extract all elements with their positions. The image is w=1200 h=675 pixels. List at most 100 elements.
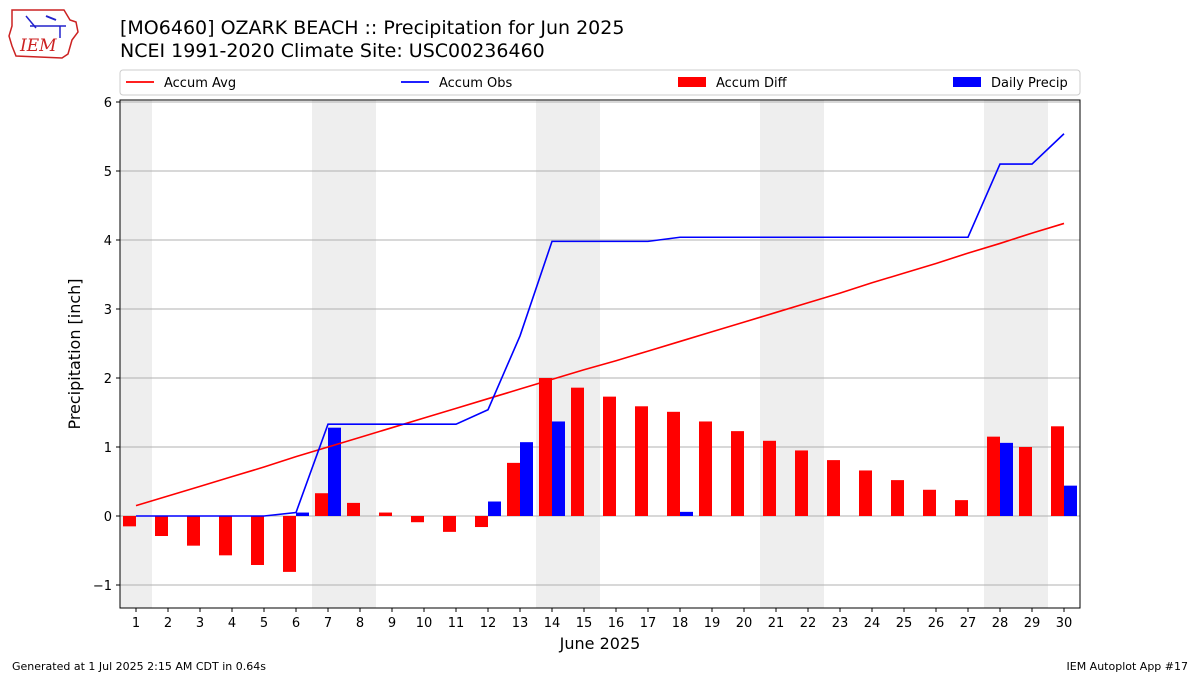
- weekend-band: [312, 100, 344, 608]
- chart-subtitle: NCEI 1991-2020 Climate Site: USC00236460: [120, 40, 545, 62]
- chart-title: [MO6460] OZARK BEACH :: Precipitation fo…: [120, 17, 625, 39]
- logo-text: IEM: [19, 36, 57, 56]
- accum-diff-bar: [219, 516, 232, 556]
- accum-diff-bar: [763, 440, 776, 516]
- weekend-band: [344, 100, 376, 608]
- y-tick-label: 5: [104, 165, 112, 180]
- x-tick-label: 15: [576, 616, 593, 631]
- accum-diff-bar: [1019, 447, 1032, 516]
- x-tick-label: 8: [356, 616, 364, 631]
- legend-daily-precip: Daily Precip: [991, 76, 1068, 91]
- x-tick-label: 21: [768, 616, 785, 631]
- app-note: IEM Autoplot App #17: [1066, 660, 1189, 673]
- accum-diff-bar: [315, 493, 328, 516]
- weekend-band: [536, 100, 568, 608]
- x-tick-label: 23: [832, 616, 849, 631]
- x-tick-label: 20: [736, 616, 753, 631]
- legend-accum-diff: Accum Diff: [716, 76, 788, 91]
- y-tick-label: 6: [104, 96, 112, 111]
- legend-accum-obs: Accum Obs: [439, 76, 512, 91]
- accum-diff-bar: [123, 516, 136, 527]
- y-axis-label: Precipitation [inch]: [65, 278, 84, 429]
- daily-precip-bar: [488, 501, 501, 516]
- x-tick-label: 10: [416, 616, 433, 631]
- x-tick-label: 22: [800, 616, 817, 631]
- daily-precip-bar: [680, 511, 693, 516]
- x-tick-label: 6: [292, 616, 300, 631]
- x-tick-label: 2: [164, 616, 172, 631]
- x-axis-label: June 2025: [559, 634, 641, 653]
- y-tick-label: 4: [104, 234, 112, 249]
- x-tick-label: 3: [196, 616, 204, 631]
- legend-box: [119, 69, 1081, 96]
- accum-avg-line: [135, 222, 1065, 507]
- accum-diff-bar: [347, 502, 360, 516]
- accum-diff-bar: [155, 516, 168, 537]
- y-tick-label: 1: [104, 441, 112, 456]
- x-tick-label: 7: [324, 616, 332, 631]
- weekend-band: [568, 100, 600, 608]
- accum-diff-bar: [955, 500, 968, 516]
- x-tick-label: 1: [132, 616, 140, 631]
- accum-diff-bar: [731, 431, 744, 516]
- y-tick-label: 0: [104, 510, 112, 525]
- x-tick-label: 19: [704, 616, 721, 631]
- accum-diff-bar: [443, 516, 456, 532]
- x-tick-label: 4: [228, 616, 236, 631]
- weekend-band: [120, 100, 152, 608]
- weekend-band: [1016, 100, 1048, 608]
- daily-precip-bar: [296, 512, 309, 516]
- x-tick-label: 29: [1024, 616, 1041, 631]
- weekend-band: [760, 100, 792, 608]
- x-tick-label: 9: [388, 616, 396, 631]
- x-tick-label: 17: [640, 616, 657, 631]
- generated-note: Generated at 1 Jul 2025 2:15 AM CDT in 0…: [12, 660, 266, 673]
- legend-daily-precip-marker: [953, 77, 981, 87]
- iem-logo: IEM: [8, 9, 79, 59]
- y-tick-label: 3: [104, 303, 112, 318]
- x-tick-label: 11: [448, 616, 465, 631]
- accum-diff-bar: [539, 378, 552, 516]
- accum-diff-bar: [923, 489, 936, 516]
- accum-diff-bar: [827, 460, 840, 516]
- weekend-band: [792, 100, 824, 608]
- daily-precip-bar: [1000, 442, 1013, 516]
- x-tick-label: 5: [260, 616, 268, 631]
- daily-precip-bar: [1064, 485, 1077, 516]
- accum-diff-bar: [891, 480, 904, 516]
- x-tick-label: 18: [672, 616, 689, 631]
- accum-diff-bar: [635, 406, 648, 516]
- accum-diff-bar: [859, 470, 872, 516]
- accum-obs-line: [136, 133, 1065, 517]
- x-tick-label: 30: [1056, 616, 1073, 631]
- x-tick-label: 14: [544, 616, 561, 631]
- daily-precip-bar: [520, 442, 533, 516]
- accum-diff-bar: [283, 516, 296, 572]
- x-tick-label: 12: [480, 616, 497, 631]
- legend-accum-diff-marker: [678, 77, 706, 87]
- x-tick-label: 25: [896, 616, 913, 631]
- accum-diff-bar: [379, 512, 392, 516]
- accum-diff-bar: [507, 462, 520, 516]
- accum-diff-bar: [571, 387, 584, 516]
- accum-diff-bar: [187, 516, 200, 546]
- weekend-band: [984, 100, 1016, 608]
- legend-accum-avg: Accum Avg: [164, 76, 236, 91]
- plot-frame: [119, 99, 1081, 609]
- accum-diff-bar: [475, 516, 488, 528]
- accum-diff-bar: [411, 516, 424, 523]
- x-tick-label: 28: [992, 616, 1009, 631]
- x-tick-label: 13: [512, 616, 529, 631]
- x-tick-label: 26: [928, 616, 945, 631]
- accum-diff-bar: [795, 450, 808, 516]
- daily-precip-bar: [552, 421, 565, 516]
- accum-diff-bar: [603, 396, 616, 516]
- accum-diff-bar: [987, 436, 1000, 516]
- accum-diff-bar: [251, 516, 264, 565]
- x-tick-label: 27: [960, 616, 977, 631]
- daily-precip-bar: [328, 427, 341, 516]
- y-tick-label: −1: [93, 579, 112, 594]
- accum-diff-bar: [667, 411, 680, 516]
- y-tick-label: 2: [104, 372, 112, 387]
